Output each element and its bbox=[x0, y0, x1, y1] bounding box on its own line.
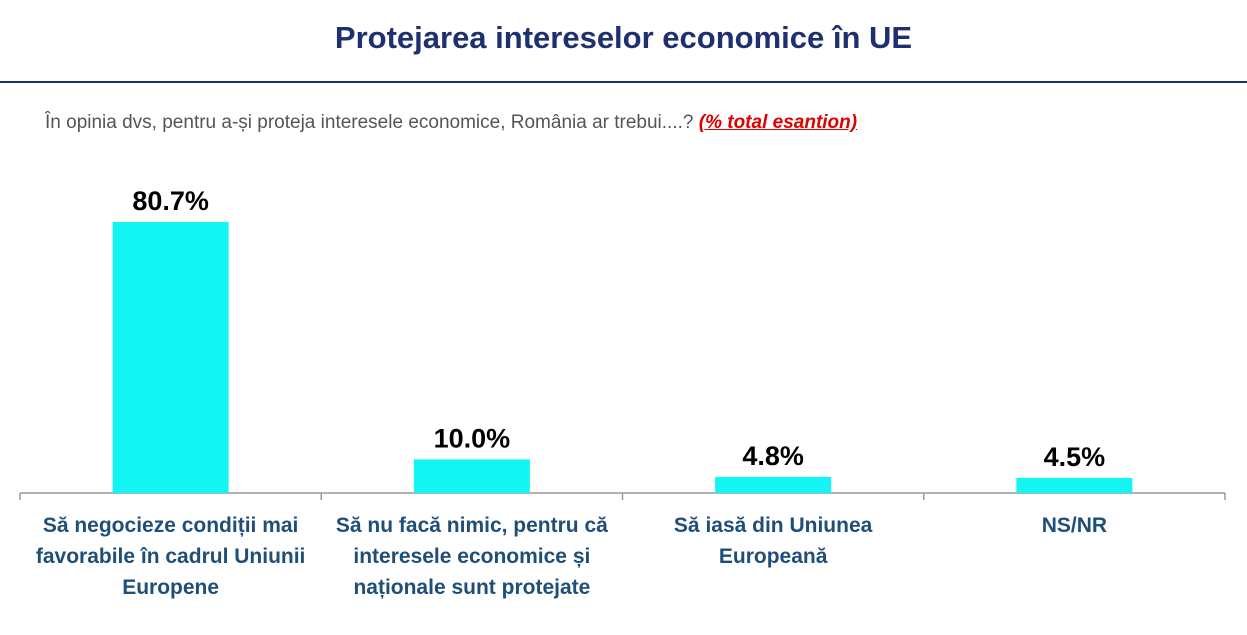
value-label: 4.8% bbox=[742, 441, 804, 471]
bar bbox=[413, 459, 530, 493]
value-label: 4.5% bbox=[1044, 442, 1106, 472]
value-label: 10.0% bbox=[434, 423, 511, 453]
bar bbox=[715, 476, 832, 493]
category-label: Să negocieze condiții mai favorabile în … bbox=[35, 514, 306, 599]
bar bbox=[112, 222, 229, 493]
title-rule bbox=[0, 81, 1247, 83]
note: (% total esantion) bbox=[698, 112, 858, 133]
category-label: Să iasă din Uniunea Europeană bbox=[673, 514, 873, 568]
chart-title: Protejarea intereselor economice în UE bbox=[334, 20, 913, 55]
question: În opinia dvs, pentru a-și proteja inter… bbox=[45, 112, 694, 133]
category-label: Să nu facă nimic, pentru că interesele e… bbox=[335, 514, 608, 599]
bar bbox=[1016, 477, 1133, 493]
value-label: 80.7% bbox=[132, 186, 209, 216]
category-label: NS/NR bbox=[1041, 514, 1108, 537]
subtitle: În opinia dvs, pentru a-și proteja inter… bbox=[45, 112, 857, 134]
